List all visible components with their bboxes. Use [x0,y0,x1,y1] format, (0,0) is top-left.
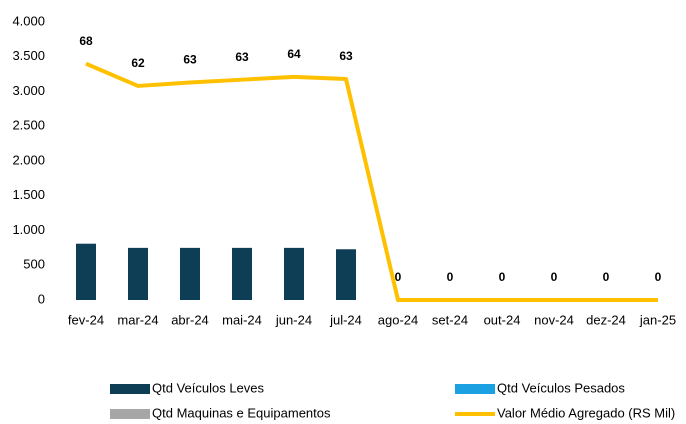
legend-swatch [110,384,150,394]
x-tick-label: mar-24 [117,312,158,327]
y-tick-label: 2.000 [12,152,45,167]
data-label: 64 [287,47,301,61]
y-tick-label: 500 [23,257,45,272]
x-tick-label: dez-24 [586,312,626,327]
bar [128,247,148,300]
x-tick-label: jul-24 [329,312,362,327]
x-tick-label: set-24 [432,312,468,327]
y-tick-label: 2.500 [12,118,45,133]
x-tick-label: mai-24 [222,312,262,327]
bar [232,247,252,300]
x-tick-label: ago-24 [378,312,418,327]
legend-label: Qtd Veículos Leves [152,380,265,395]
x-tick-label: fev-24 [68,312,104,327]
legend-label: Qtd Veículos Pesados [497,380,625,395]
bar [284,247,304,300]
data-label: 0 [447,270,454,284]
y-tick-label: 1.500 [12,187,45,202]
data-label: 0 [499,270,506,284]
line [85,61,658,302]
data-label: 0 [395,270,402,284]
y-tick-label: 1.000 [12,222,45,237]
legend-swatch [110,409,150,419]
data-label: 68 [79,34,93,48]
x-tick-label: nov-24 [534,312,574,327]
data-label: 0 [551,270,558,284]
data-label: 63 [339,49,353,63]
data-label: 63 [183,53,197,67]
bar [336,249,356,300]
x-tick-label: jun-24 [275,312,312,327]
x-tick-label: out-24 [484,312,521,327]
y-tick-label: 0 [38,291,45,306]
y-tick-label: 4.000 [12,13,45,28]
x-tick-label: jan-25 [639,312,676,327]
data-label: 0 [655,270,662,284]
bar [180,247,200,300]
legend-label: Qtd Maquinas e Equipamentos [152,405,331,420]
x-tick-label: abr-24 [171,312,209,327]
y-tick-label: 3.500 [12,48,45,63]
data-label: 63 [235,50,249,64]
data-label: 0 [603,270,610,284]
legend-label: Valor Médio Agregado (RS Mil) [497,405,675,420]
legend-swatch [455,384,495,394]
data-label: 62 [131,56,145,70]
y-tick-label: 3.000 [12,83,45,98]
bar [76,243,96,300]
